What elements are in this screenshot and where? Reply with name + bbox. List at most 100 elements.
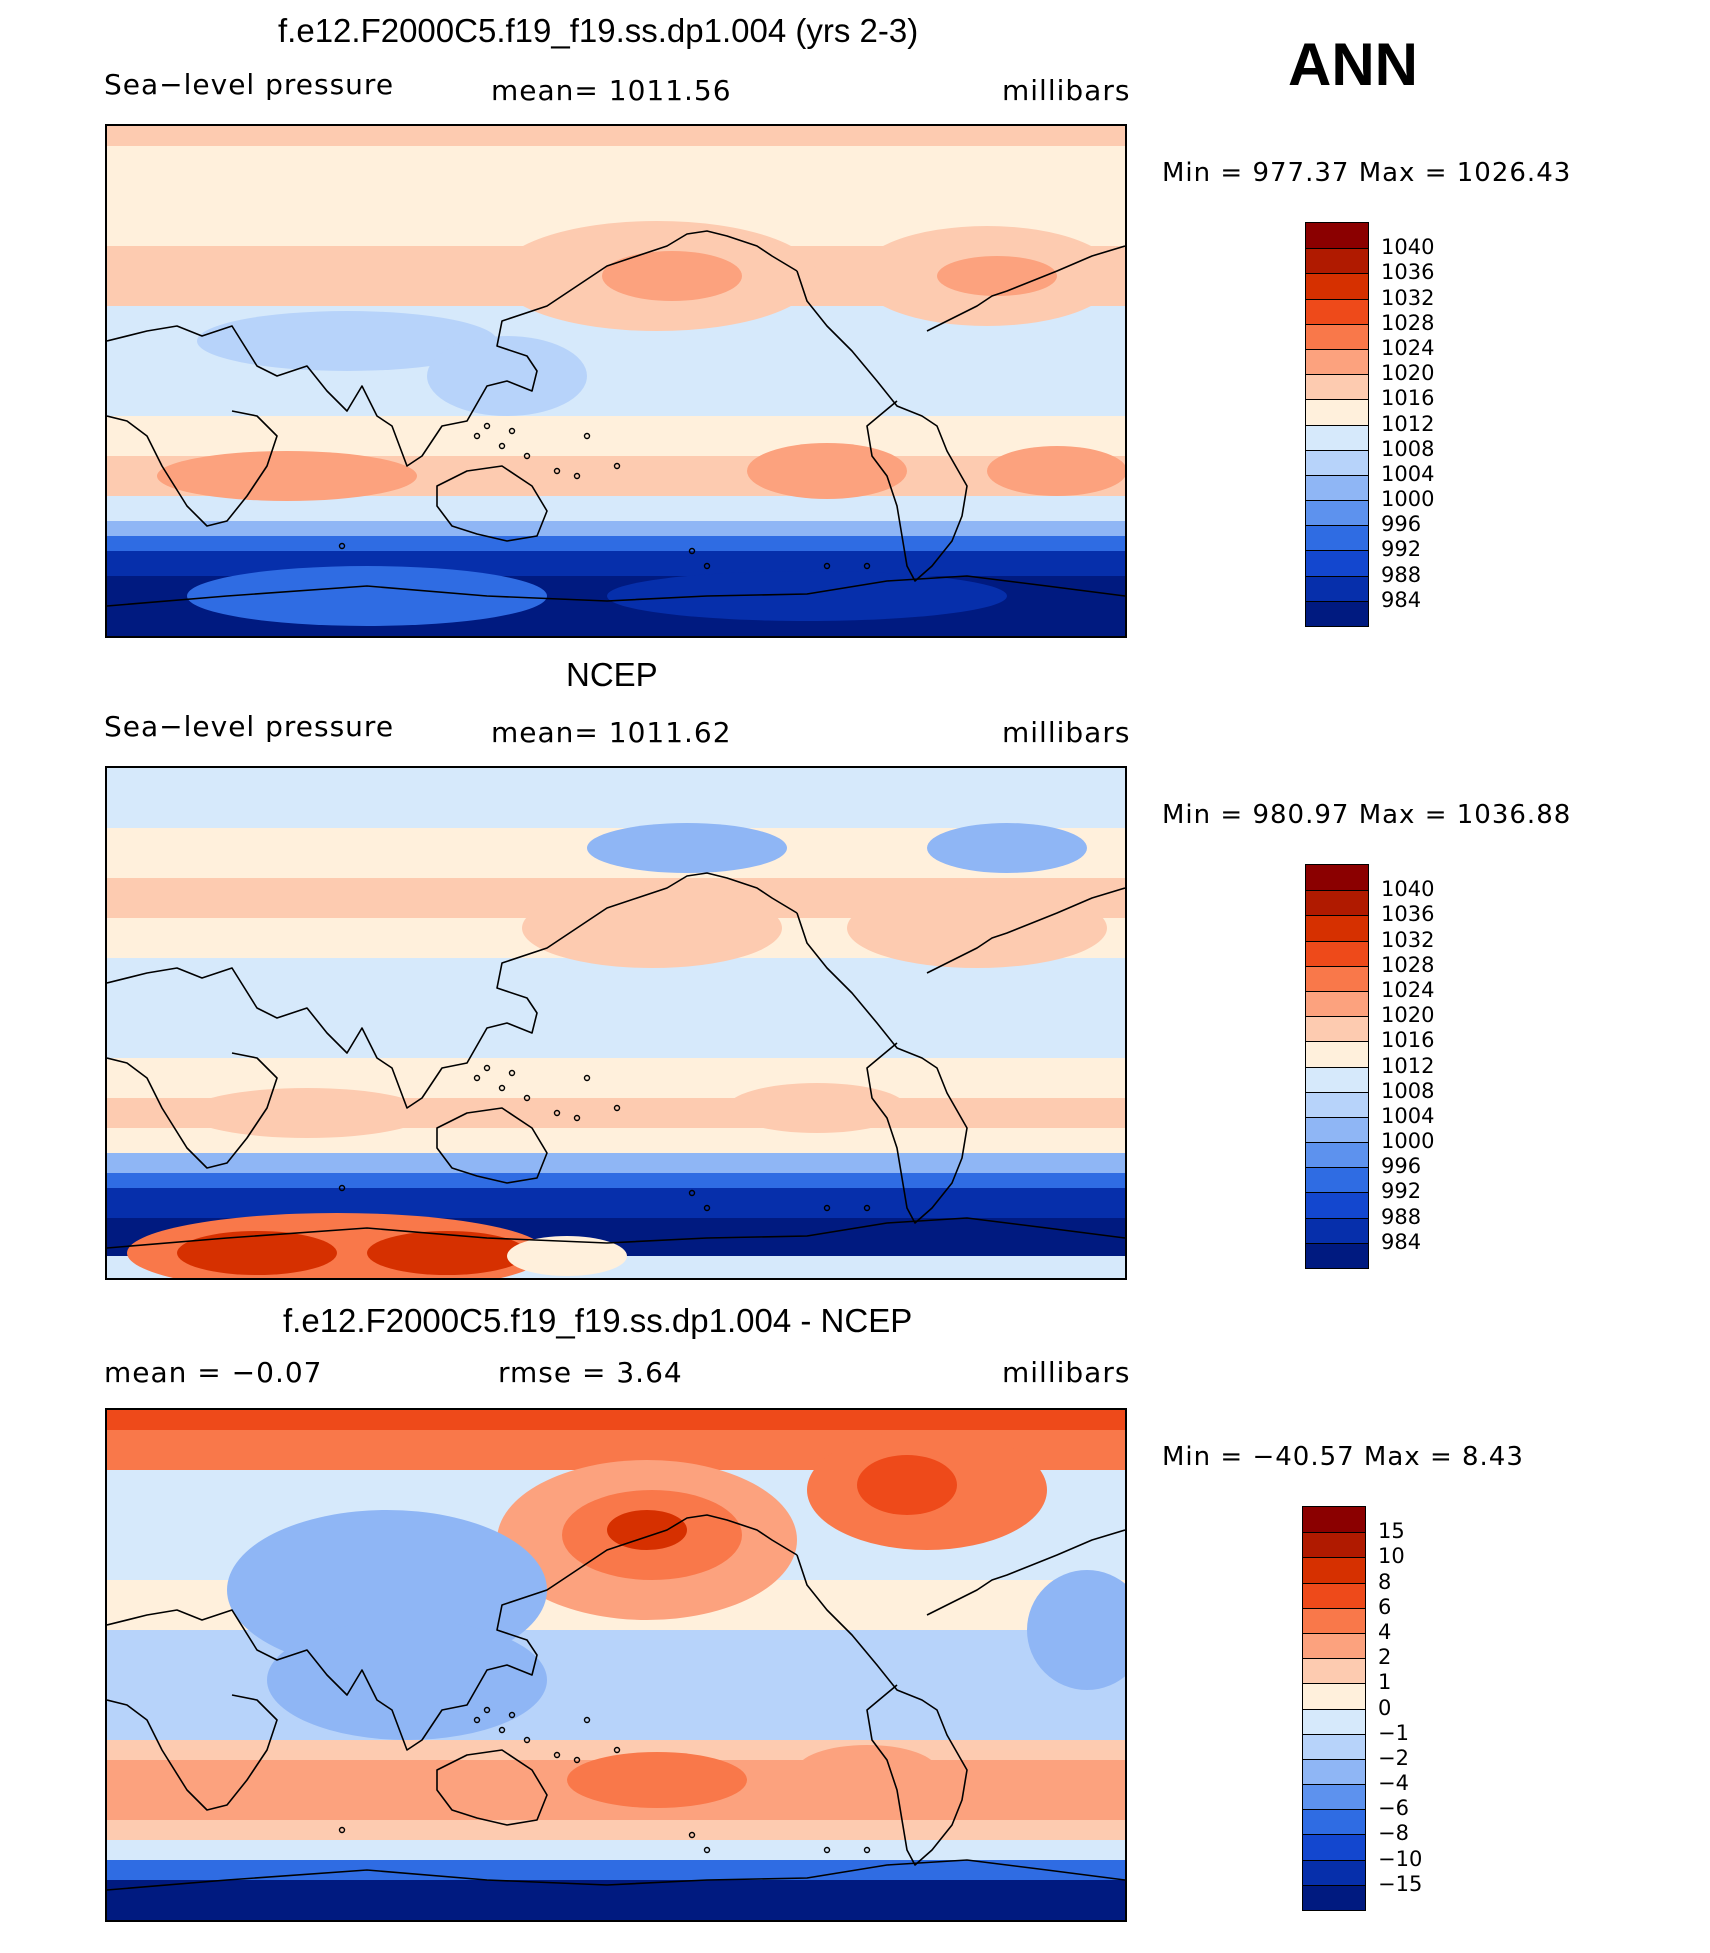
colorbar-cell: [1306, 223, 1368, 249]
colorbar-tick-label: 1020: [1381, 361, 1435, 386]
panel-1-colorbar: [1305, 222, 1369, 627]
colorbar-tick-label: 0: [1378, 1695, 1392, 1720]
colorbar-cell: [1306, 890, 1368, 916]
colorbar-cell: [1306, 1167, 1368, 1193]
colorbar-tick-label: 1032: [1381, 285, 1435, 310]
colorbar-cell: [1306, 273, 1368, 299]
colorbar-cell: [1303, 1784, 1365, 1810]
colorbar-cell: [1306, 940, 1368, 966]
panel-1-title: f.e12.F2000C5.f19_f19.ss.dp1.004 (yrs 2-…: [278, 12, 919, 49]
colorbar-cell: [1306, 323, 1368, 349]
colorbar-tick-label: 1016: [1381, 386, 1435, 411]
colorbar-cell: [1303, 1557, 1365, 1583]
panel-3-title: f.e12.F2000C5.f19_f19.ss.dp1.004 - NCEP: [283, 1302, 913, 1339]
colorbar-cell: [1303, 1507, 1365, 1533]
colorbar-cell: [1306, 1192, 1368, 1218]
colorbar-cell: [1306, 449, 1368, 475]
colorbar-tick-label: 10: [1378, 1544, 1405, 1569]
colorbar-tick-label: 988: [1381, 1204, 1422, 1229]
panel-3-colorbar: [1302, 1506, 1366, 1911]
panel-1-variable-label: Sea−level pressure: [104, 68, 395, 101]
colorbar-tick-label: 1000: [1381, 487, 1435, 512]
colorbar-cell: [1306, 348, 1368, 375]
colorbar-cell: [1303, 1607, 1365, 1633]
panel-1-mean-label: mean= 1011.56: [491, 74, 732, 107]
panel-3-rmse-label: rmse = 3.64: [498, 1356, 683, 1389]
colorbar-cell: [1303, 1859, 1365, 1885]
colorbar-cell: [1306, 1091, 1368, 1117]
colorbar-tick-label: 1028: [1381, 952, 1435, 977]
colorbar-tick-label: 1024: [1381, 335, 1435, 360]
colorbar-tick-label: 992: [1381, 1179, 1422, 1204]
colorbar-cell: [1303, 1683, 1365, 1709]
colorbar-cell: [1306, 474, 1368, 501]
panel-3-mean-label: mean = −0.07: [104, 1356, 323, 1389]
colorbar-cell: [1306, 399, 1368, 425]
colorbar-tick-label: 996: [1381, 1154, 1422, 1179]
colorbar-tick-label: 984: [1381, 1229, 1422, 1254]
colorbar-cell: [1306, 1116, 1368, 1143]
colorbar-tick-label: 996: [1381, 512, 1422, 537]
colorbar-cell: [1306, 915, 1368, 941]
colorbar-cell: [1303, 1532, 1365, 1558]
panel-1-minmax: Min = 977.37 Max = 1026.43: [1162, 158, 1572, 188]
colorbar-tick-label: 1012: [1381, 411, 1435, 436]
colorbar-cell: [1306, 1142, 1368, 1168]
colorbar-tick-label: 2: [1378, 1645, 1392, 1670]
colorbar-tick-label: 1008: [1381, 436, 1435, 461]
panel-1-units-label: millibars: [1002, 74, 1131, 107]
model-contour-map: [107, 126, 1125, 636]
colorbar-tick-label: 1036: [1381, 260, 1435, 285]
colorbar-tick-label: 1004: [1381, 461, 1435, 486]
panel-2-title: NCEP: [566, 656, 658, 693]
colorbar-tick-label: 992: [1381, 537, 1422, 562]
obs-contour-map: [107, 768, 1125, 1278]
colorbar-tick-label: 1: [1378, 1670, 1392, 1695]
colorbar-cell: [1306, 525, 1368, 551]
colorbar-tick-label: 15: [1378, 1519, 1405, 1544]
colorbar-cell: [1306, 575, 1368, 601]
colorbar-cell: [1306, 550, 1368, 576]
colorbar-cell: [1303, 1834, 1365, 1860]
colorbar-tick-label: −6: [1378, 1796, 1409, 1821]
diff-contour-map: [107, 1410, 1125, 1920]
season-label: ANN: [1288, 31, 1418, 98]
colorbar-tick-label: 4: [1378, 1619, 1392, 1644]
colorbar-tick-label: −15: [1378, 1871, 1423, 1896]
colorbar-cell: [1303, 1809, 1365, 1835]
panel-2-minmax: Min = 980.97 Max = 1036.88: [1162, 800, 1572, 830]
colorbar-cell: [1303, 1884, 1365, 1910]
colorbar-tick-label: −8: [1378, 1821, 1409, 1846]
colorbar-tick-label: 1008: [1381, 1078, 1435, 1103]
colorbar-cell: [1306, 865, 1368, 891]
colorbar-cell: [1303, 1582, 1365, 1608]
colorbar-tick-label: −4: [1378, 1771, 1409, 1796]
panel-2-units-label: millibars: [1002, 716, 1131, 749]
colorbar-tick-label: 984: [1381, 587, 1422, 612]
colorbar-cell: [1306, 1066, 1368, 1092]
panel-2-map: [105, 766, 1127, 1280]
colorbar-cell: [1303, 1708, 1365, 1734]
colorbar-cell: [1306, 965, 1368, 991]
colorbar-tick-label: 1020: [1381, 1003, 1435, 1028]
colorbar-cell: [1306, 424, 1368, 450]
colorbar-tick-label: 8: [1378, 1569, 1392, 1594]
panel-2-colorbar: [1305, 864, 1369, 1269]
colorbar-cell: [1306, 1217, 1368, 1243]
colorbar-cell: [1306, 248, 1368, 274]
colorbar-cell: [1306, 1016, 1368, 1042]
colorbar-tick-label: 1012: [1381, 1053, 1435, 1078]
colorbar-tick-label: 1016: [1381, 1028, 1435, 1053]
colorbar-cell: [1306, 1242, 1368, 1268]
colorbar-tick-label: 1028: [1381, 310, 1435, 335]
panel-1-map: [105, 124, 1127, 638]
panel-3-minmax: Min = −40.57 Max = 8.43: [1162, 1442, 1524, 1472]
colorbar-cell: [1303, 1632, 1365, 1659]
colorbar-cell: [1303, 1758, 1365, 1785]
colorbar-tick-label: 1040: [1381, 877, 1435, 902]
colorbar-tick-label: 1036: [1381, 902, 1435, 927]
colorbar-cell: [1306, 298, 1368, 324]
colorbar-cell: [1306, 1041, 1368, 1067]
colorbar-tick-label: 1032: [1381, 927, 1435, 952]
colorbar-cell: [1306, 500, 1368, 526]
